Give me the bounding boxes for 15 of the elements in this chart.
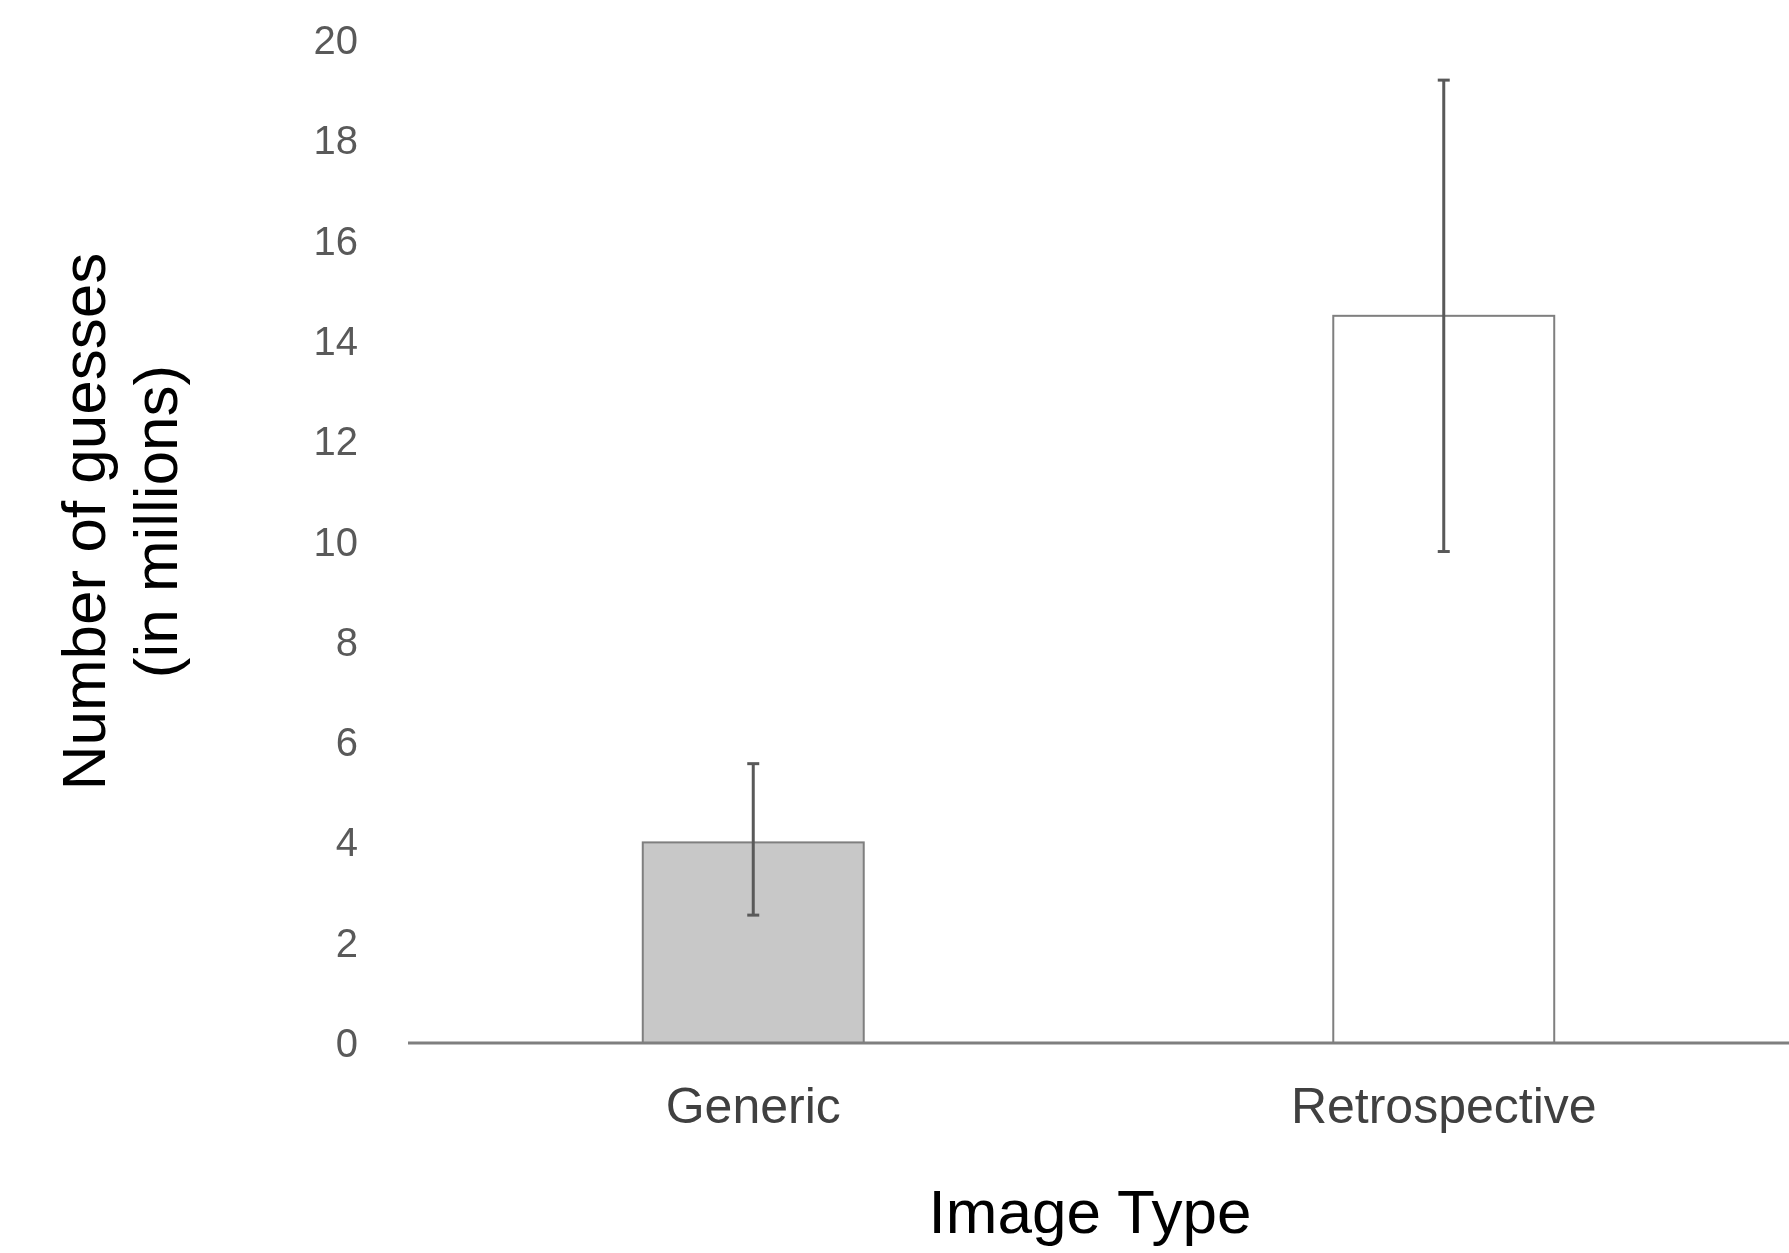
- y-tick-label: 6: [335, 720, 358, 765]
- y-tick-label: 14: [313, 318, 358, 363]
- y-tick-label: 8: [335, 619, 358, 664]
- y-tick-label: 12: [313, 419, 358, 464]
- x-axis-title: Image Type: [928, 1177, 1252, 1246]
- y-tick-label: 2: [335, 920, 358, 965]
- y-tick-label: 16: [313, 218, 358, 263]
- y-axis-title: Number of guesses (in millions): [49, 252, 190, 791]
- x-tick-label: Retrospective: [1290, 1078, 1597, 1134]
- y-tick-label: 10: [313, 519, 358, 564]
- y-tick-label: 0: [335, 1021, 358, 1065]
- y-tick-label: 18: [313, 118, 358, 163]
- y-tick-label: 20: [313, 18, 358, 62]
- x-tick-label: Generic: [665, 1078, 841, 1134]
- y-tick-label: 4: [335, 820, 358, 865]
